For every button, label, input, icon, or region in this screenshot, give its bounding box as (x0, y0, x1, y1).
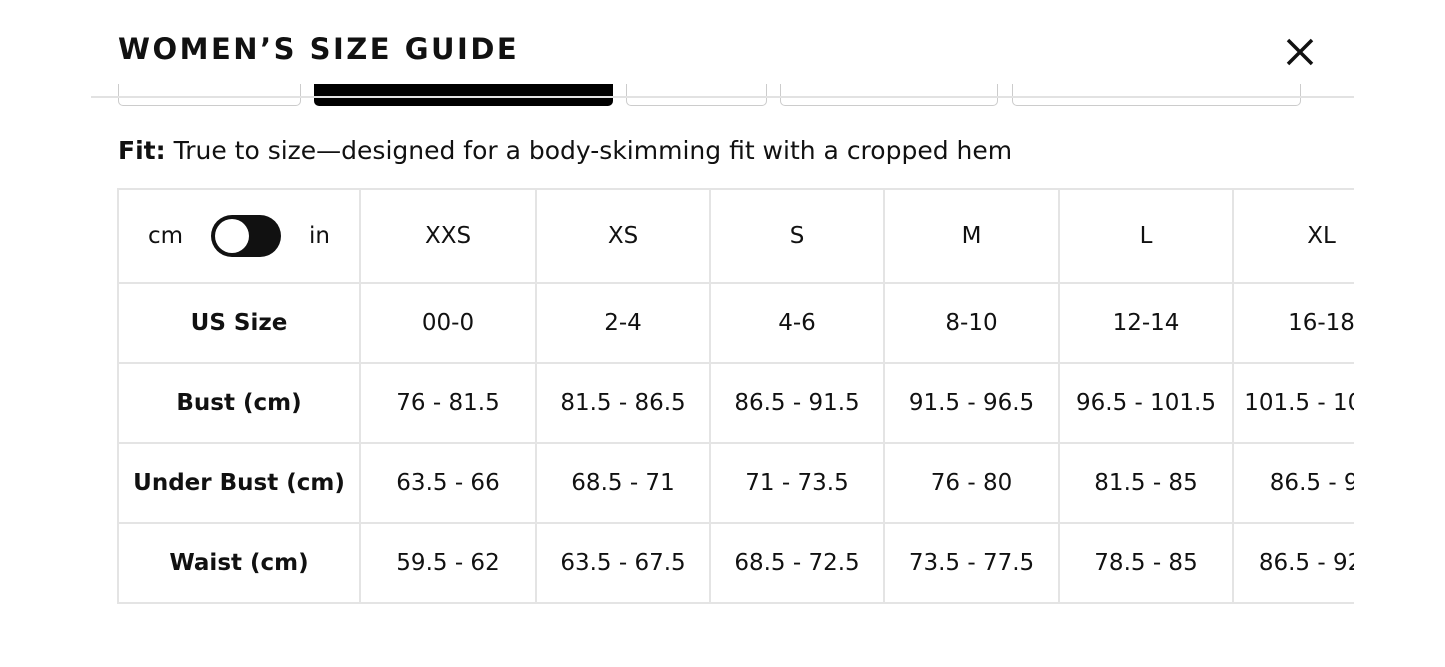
toggle-switch[interactable] (211, 215, 282, 257)
table-row: US Size 00-0 2-4 4-6 8-10 12-14 16-18 (117, 282, 1354, 364)
table-row: Bust (cm) 76 - 81.5 81.5 - 86.5 86.5 - 91.5… (117, 362, 1354, 444)
table-row: Under Bust (cm) 63.5 - 66 68.5 - 71 71 - 73… (117, 442, 1354, 524)
table-cell: 4-6 (709, 282, 885, 364)
tab[interactable] (626, 84, 767, 106)
size-header: XXS (359, 188, 537, 284)
table-cell: 73.5 - 77.5 (883, 522, 1060, 604)
tab[interactable] (314, 84, 613, 106)
table-cell: 12-14 (1058, 282, 1234, 364)
table-cell: 78.5 - 85 (1058, 522, 1234, 604)
table-cell: 76 - 81.5 (359, 362, 537, 444)
size-header: XL (1232, 188, 1354, 284)
size-header: L (1058, 188, 1234, 284)
divider (91, 96, 1354, 98)
row-header: US Size (117, 282, 361, 364)
table-cell: 59.5 - 62 (359, 522, 537, 604)
unit-toggle-cell: cm in (117, 188, 361, 284)
tab[interactable] (780, 84, 998, 106)
table-cell: 00-0 (359, 282, 537, 364)
table-cell: 81.5 - 86.5 (535, 362, 711, 444)
table-cell: 63.5 - 66 (359, 442, 537, 524)
size-table-wrap: cm in XXS XS S M L XL US Size 00-0 2-4 4-6 8-10 12-14… (117, 188, 1354, 608)
table-cell: 63.5 - 67.5 (535, 522, 711, 604)
modal-title: WOMEN’S SIZE GUIDE (118, 32, 520, 66)
size-header: S (709, 188, 885, 284)
unit-label: in (309, 223, 331, 249)
fit-note: Fit: True to size—designed for a body-ski… (118, 136, 1012, 165)
table-cell: 86.5 - 91.5 (709, 362, 885, 444)
table-cell: 68.5 - 71 (535, 442, 711, 524)
size-header: M (883, 188, 1060, 284)
table-cell: 86.5 - 91 (1232, 442, 1354, 524)
row-header: Bust (cm) (117, 362, 361, 444)
table-cell: 81.5 - 85 (1058, 442, 1234, 524)
size-table: cm in XXS XS S M L XL US Size 00-0 2-4 4-6 8-10 12-14… (117, 188, 1354, 604)
table-row: Waist (cm) 59.5 - 62 63.5 - 67.5 68.5 - 72.… (117, 522, 1354, 604)
table-cell: 8-10 (883, 282, 1060, 364)
fit-label: Fit: (118, 136, 166, 165)
unit-label: cm (147, 223, 184, 249)
table-cell: 86.5 - 92.5 (1232, 522, 1354, 604)
table-cell: 101.5 - 106.5 (1232, 362, 1354, 444)
table-cell: 91.5 - 96.5 (883, 362, 1060, 444)
table-cell: 76 - 80 (883, 442, 1060, 524)
size-header: XS (535, 188, 711, 284)
row-header: Waist (cm) (117, 522, 361, 604)
tab[interactable] (1012, 84, 1301, 106)
row-header: Under Bust (cm) (117, 442, 361, 524)
table-cell: 68.5 - 72.5 (709, 522, 885, 604)
table-cell: 2-4 (535, 282, 711, 364)
header-row: cm in XXS XS S M L XL (117, 188, 1354, 284)
table-cell: 16-18 (1232, 282, 1354, 364)
unit-toggle: cm in (120, 215, 358, 257)
table-cell: 71 - 73.5 (709, 442, 885, 524)
fit-text: True to size—designed for a body-skimmin… (173, 136, 1013, 165)
tab[interactable] (118, 84, 301, 106)
close-button[interactable] (1284, 36, 1316, 68)
table-cell: 96.5 - 101.5 (1058, 362, 1234, 444)
